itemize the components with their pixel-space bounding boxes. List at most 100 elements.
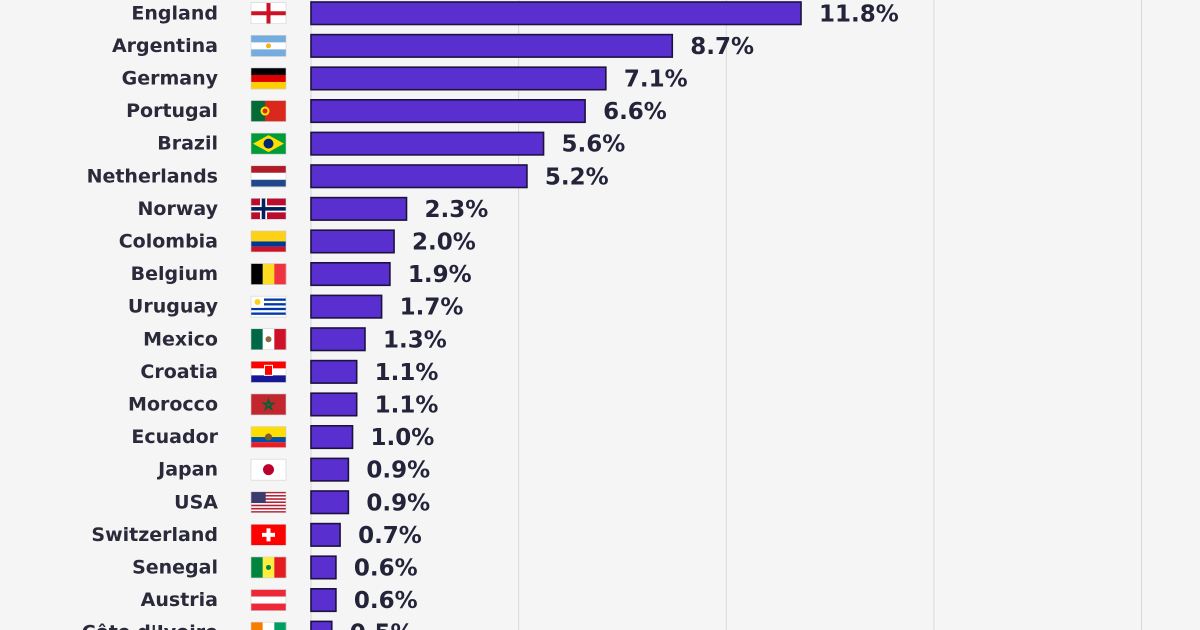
category-label: Germany <box>122 67 219 89</box>
chart-row: Croatia 1.1% <box>140 359 439 386</box>
chart-row: Portugal 6.6% <box>126 99 667 125</box>
value-label: 1.3% <box>383 327 447 353</box>
portugal-flag-icon <box>250 100 287 122</box>
japan-flag-icon <box>250 458 287 481</box>
value-label: 5.6% <box>562 132 626 158</box>
bar <box>310 620 333 630</box>
netherlands-flag-icon <box>250 165 287 188</box>
chart-row: Austria 0.6% <box>141 587 418 614</box>
chart-row: Côte d'Ivoire 0.5% <box>82 620 414 630</box>
value-label: 2.0% <box>412 229 476 255</box>
bar <box>310 33 674 58</box>
chart-row: Belgium 1.9% <box>131 261 472 288</box>
bar <box>310 261 391 287</box>
value-label: 2.3% <box>425 197 489 223</box>
uruguay-flag-icon <box>250 295 287 318</box>
senegal-flag-icon <box>250 556 287 579</box>
bar <box>310 99 586 124</box>
category-label: Portugal <box>126 100 218 122</box>
bar <box>310 587 337 613</box>
category-label: Morocco <box>128 393 218 415</box>
bar <box>310 131 545 156</box>
chart-row: Netherlands 5.2% <box>87 164 609 190</box>
chart-row: Argentina 8.7% <box>112 33 754 60</box>
category-label: Colombia <box>119 230 218 252</box>
value-label: 7.1% <box>624 66 688 92</box>
category-label: Croatia <box>140 361 218 383</box>
norway-flag-icon <box>250 198 287 220</box>
value-label: 0.6% <box>354 555 418 581</box>
category-label: Netherlands <box>87 165 218 187</box>
mexico-flag-icon <box>250 328 287 351</box>
value-label: 5.2% <box>545 164 609 190</box>
category-label: Côte d'Ivoire <box>82 622 218 630</box>
chart-row: Uruguay 1.7% <box>128 294 464 321</box>
england-flag-icon <box>250 2 287 25</box>
germany-flag-icon <box>250 67 287 90</box>
chart-row: Switzerland 0.7% <box>91 522 422 549</box>
chart-row: Germany 7.1% <box>122 66 688 92</box>
value-label: 8.7% <box>690 34 754 60</box>
bar <box>310 392 358 417</box>
usa-flag-icon <box>250 491 287 514</box>
bar <box>310 66 607 91</box>
category-label: Norway <box>138 198 219 220</box>
bar <box>310 359 358 384</box>
chart-rows: England 11.8% Argentina 8.7% Germany 7.1% Port… <box>82 1 899 630</box>
cote-divoire-flag-icon <box>250 621 287 630</box>
belgium-flag-icon <box>250 263 287 285</box>
chart-row: Ecuador 1.0% <box>131 424 435 451</box>
value-label: 0.7% <box>358 523 422 549</box>
value-label: 1.1% <box>375 360 439 386</box>
switzerland-flag-icon <box>250 524 287 546</box>
chart-row: Japan 0.9% <box>156 457 430 484</box>
bar <box>310 555 337 580</box>
value-label: 6.6% <box>603 99 667 125</box>
bar <box>310 424 354 450</box>
brazil-flag-icon <box>250 132 287 155</box>
argentina-flag-icon <box>250 35 287 57</box>
value-label: 0.6% <box>354 588 418 614</box>
category-label: Uruguay <box>128 296 219 318</box>
chart-row: Morocco 1.1% <box>128 392 438 418</box>
bar <box>310 327 366 352</box>
bar <box>310 294 383 319</box>
ecuador-flag-icon <box>250 426 287 448</box>
morocco-flag-icon <box>250 393 287 416</box>
colombia-flag-icon <box>250 230 287 253</box>
croatia-flag-icon <box>250 361 287 383</box>
category-label: Austria <box>141 589 218 611</box>
value-label: 0.9% <box>366 490 430 516</box>
value-label: 1.0% <box>371 425 435 451</box>
bar <box>310 490 350 515</box>
category-label: Switzerland <box>91 524 218 546</box>
chart-row: Norway 2.3% <box>138 196 489 223</box>
bar <box>310 229 395 254</box>
chart-row: Brazil 5.6% <box>157 131 626 158</box>
category-label: Belgium <box>131 263 218 285</box>
category-label: Brazil <box>157 133 218 155</box>
chart-row: England 11.8% <box>131 1 899 27</box>
category-label: Ecuador <box>131 426 218 448</box>
chart-row: Mexico 1.3% <box>143 327 447 353</box>
category-label: Argentina <box>112 35 218 57</box>
value-label: 1.1% <box>375 392 439 418</box>
category-label: Mexico <box>143 328 218 350</box>
austria-flag-icon <box>250 589 287 611</box>
category-label: England <box>131 2 218 24</box>
bar <box>310 1 802 26</box>
chart-row: Colombia 2.0% <box>119 229 476 255</box>
bar <box>310 196 408 221</box>
value-label: 0.5% <box>350 621 414 630</box>
bar <box>310 457 350 482</box>
bar <box>310 522 341 547</box>
chart-row: USA 0.9% <box>174 490 430 516</box>
bar <box>310 164 528 189</box>
chart-row: Senegal 0.6% <box>132 555 418 581</box>
category-label: USA <box>174 491 218 513</box>
category-label: Japan <box>156 459 218 481</box>
value-label: 0.9% <box>366 458 430 484</box>
value-label: 1.7% <box>400 295 464 321</box>
category-label: Senegal <box>132 556 218 578</box>
